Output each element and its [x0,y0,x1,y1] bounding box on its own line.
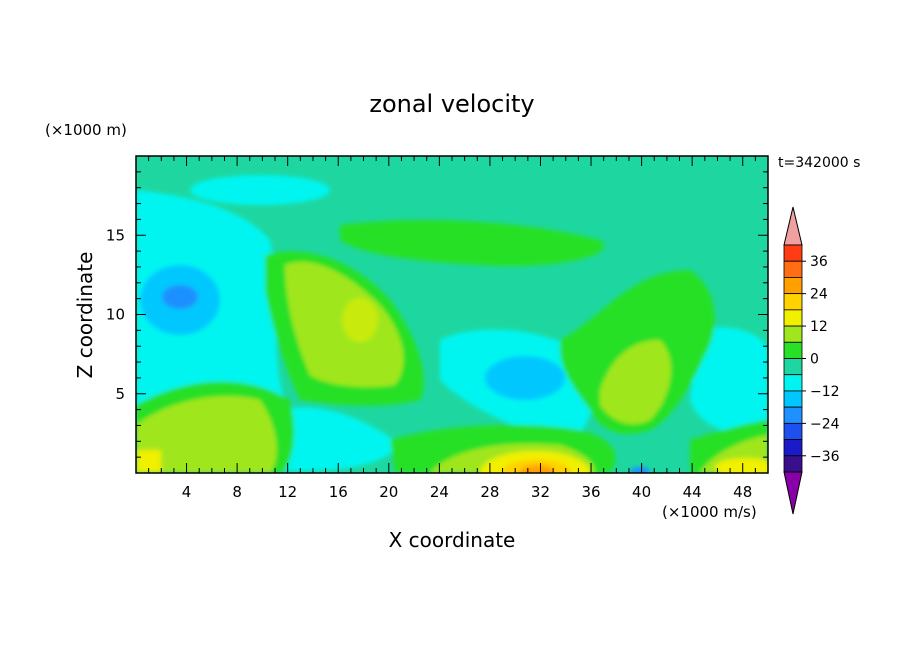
green-band-upper [340,220,604,266]
colorbar-bin [783,309,803,327]
negative-region-top [190,175,330,205]
colorbar-overflow-arrow [783,206,803,246]
x-axis-label: X coordinate [389,528,516,552]
chart-title: zonal velocity [369,90,534,118]
colorbar: 36 24 12 0 −12 −24 −36 [783,206,840,515]
positive-region-corner [136,450,161,473]
colorbar-label: 36 [810,254,828,270]
time-label: t=342000 s [778,155,860,171]
x-tick-label: 20 [379,483,398,501]
colorbar-label: 0 [810,352,819,368]
colorbar-bin [783,293,803,311]
colorbar-bin [783,439,803,457]
colorbar-bin [783,341,803,359]
colorbar-bin [783,406,803,424]
colorbar-bin [783,358,803,376]
y-unit-label: (×1000 m) [45,121,127,139]
colorbar-label: −24 [810,416,840,432]
x-tick-label: 16 [329,483,348,501]
colorbar-bin [783,390,803,408]
colorbar-label: 12 [810,319,828,335]
negative-region-center-deep [485,356,565,400]
x-axis: 4 8 12 16 20 24 28 32 36 40 44 48 [148,156,756,501]
x-tick-label: 24 [430,483,449,501]
y-tick-label: 5 [115,385,125,403]
minimum-bottom [630,467,650,473]
x-tick-label: 40 [632,483,651,501]
colorbar-bin [783,422,803,440]
x-tick-label: 12 [278,483,297,501]
x-tick-label: 32 [531,483,550,501]
x-tick-label: 36 [581,483,600,501]
y-tick-label: 10 [106,306,125,324]
negative-region-right [690,327,768,434]
colorbar-underflow-arrow [783,471,803,515]
y-tick-label: 15 [106,226,125,244]
negative-region-bottom-left [280,407,400,471]
colorbar-bin [783,455,803,473]
colorbar-label: 24 [810,287,828,303]
colorbar-bin [783,325,803,343]
x-tick-label: 28 [480,483,499,501]
x-tick-label: 4 [182,483,192,501]
positive-core-left-peak [342,298,378,342]
minimum-left-core [162,285,198,309]
x-tick-label: 8 [232,483,242,501]
colorbar-label: −12 [810,384,840,400]
colorbar-bin [783,374,803,392]
y-axis-label: Z coordinate [73,252,97,379]
y-axis: 5 10 15 [106,171,768,458]
x-tick-label: 44 [683,483,702,501]
x-tick-label: 48 [733,483,752,501]
contour-field [136,156,768,473]
positive-region-bottom-right-peak [715,458,768,473]
colorbar-bin [783,277,803,295]
positive-region-bottom-left [136,396,277,473]
positive-core-right [600,340,671,425]
colorbar-bin [783,260,803,278]
colorbar-unit-label: (×1000 m/s) [662,503,757,521]
colorbar-label: −36 [810,449,840,465]
colorbar-bin [783,244,803,262]
